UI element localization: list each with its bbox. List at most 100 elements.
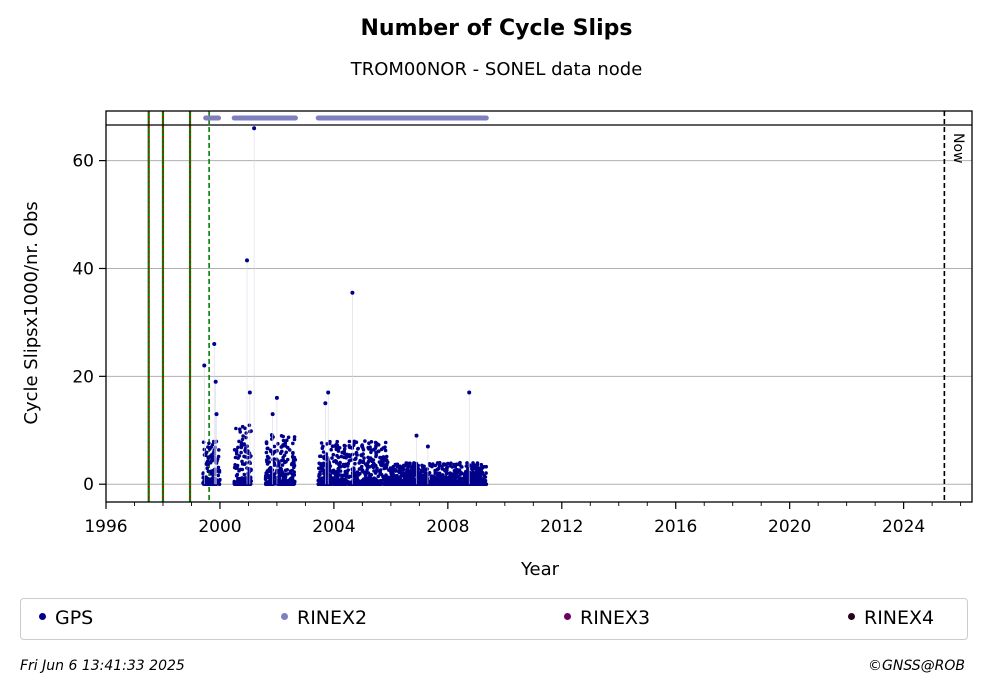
data-point — [363, 439, 367, 443]
data-point — [284, 450, 289, 455]
data-point — [346, 480, 350, 485]
now-label: Now — [950, 133, 966, 164]
data-point — [429, 475, 434, 480]
legend-marker — [848, 613, 855, 620]
data-point — [464, 464, 469, 468]
data-point — [361, 445, 365, 450]
data-point — [383, 474, 388, 479]
data-point — [206, 481, 210, 486]
data-point — [242, 442, 246, 446]
data-point — [376, 474, 381, 479]
data-point — [403, 482, 407, 487]
data-point — [383, 482, 387, 486]
data-point — [448, 471, 452, 476]
data-point — [291, 450, 295, 455]
data-point — [375, 469, 380, 473]
data-point — [244, 435, 248, 440]
data-point — [281, 438, 286, 443]
data-point — [377, 460, 382, 464]
data-point — [271, 435, 275, 439]
data-point — [405, 467, 410, 472]
legend-label: RINEX2 — [297, 607, 368, 629]
data-point — [209, 459, 214, 463]
data-point — [216, 454, 221, 459]
data-point — [235, 466, 239, 470]
data-point — [267, 467, 272, 471]
data-point — [475, 461, 480, 465]
data-point — [430, 464, 434, 469]
data-point — [316, 482, 321, 487]
data-point — [387, 468, 391, 472]
x-tick-label: 2004 — [312, 517, 355, 537]
data-point — [458, 460, 462, 465]
legend-item-gps: GPS — [39, 607, 93, 629]
data-point — [385, 462, 389, 467]
data-point — [204, 450, 209, 455]
data-point — [465, 474, 470, 479]
data-point — [427, 462, 432, 466]
data-point — [470, 482, 475, 487]
data-point — [471, 478, 476, 483]
data-points — [201, 126, 489, 487]
data-point — [420, 474, 424, 478]
data-point — [270, 412, 275, 417]
data-point — [472, 471, 477, 475]
data-point — [207, 441, 211, 446]
data-point — [241, 482, 245, 486]
x-tick-label: 2016 — [654, 517, 697, 537]
data-point — [317, 461, 322, 466]
data-point — [337, 482, 342, 486]
data-point — [446, 461, 450, 466]
y-tick-label: 60 — [72, 152, 94, 172]
data-point — [400, 465, 405, 470]
data-point — [366, 455, 370, 460]
data-point — [211, 455, 215, 460]
data-point — [433, 471, 438, 476]
data-point — [445, 477, 450, 481]
data-point — [353, 461, 357, 466]
legend-marker — [39, 613, 46, 620]
data-point — [347, 475, 351, 480]
data-point — [334, 473, 338, 478]
x-tick-label: 2020 — [768, 517, 811, 537]
data-point — [443, 481, 448, 486]
data-point — [408, 481, 413, 485]
data-point — [467, 390, 472, 395]
data-point — [392, 480, 397, 485]
data-point — [206, 455, 211, 460]
data-point — [329, 447, 334, 452]
data-point — [321, 450, 326, 454]
data-point — [468, 464, 473, 468]
data-point — [291, 455, 295, 460]
chart-title: Number of Cycle Slips — [360, 16, 633, 41]
data-point — [409, 475, 414, 479]
data-point — [436, 476, 440, 480]
data-point — [235, 472, 240, 477]
data-point — [244, 450, 248, 454]
data-point — [234, 426, 238, 431]
data-point — [379, 447, 384, 452]
data-point — [280, 473, 285, 478]
data-point — [245, 258, 250, 263]
data-point — [369, 476, 373, 481]
data-point — [264, 475, 269, 480]
data-point — [363, 473, 368, 478]
data-point — [239, 450, 243, 455]
data-point — [476, 474, 481, 479]
data-point — [266, 446, 270, 451]
data-point — [217, 482, 222, 487]
data-point — [337, 473, 342, 477]
data-point — [291, 441, 295, 446]
data-point — [201, 482, 206, 486]
data-point — [280, 463, 285, 467]
data-point — [244, 431, 248, 435]
data-point — [272, 463, 277, 467]
data-point — [264, 450, 269, 455]
data-point — [265, 454, 270, 459]
data-point — [402, 475, 407, 480]
data-point — [325, 442, 329, 446]
timestamp: Fri Jun 6 13:41:33 2025 — [20, 658, 185, 674]
data-point — [378, 469, 382, 473]
data-point — [209, 469, 213, 474]
data-point — [243, 479, 247, 484]
